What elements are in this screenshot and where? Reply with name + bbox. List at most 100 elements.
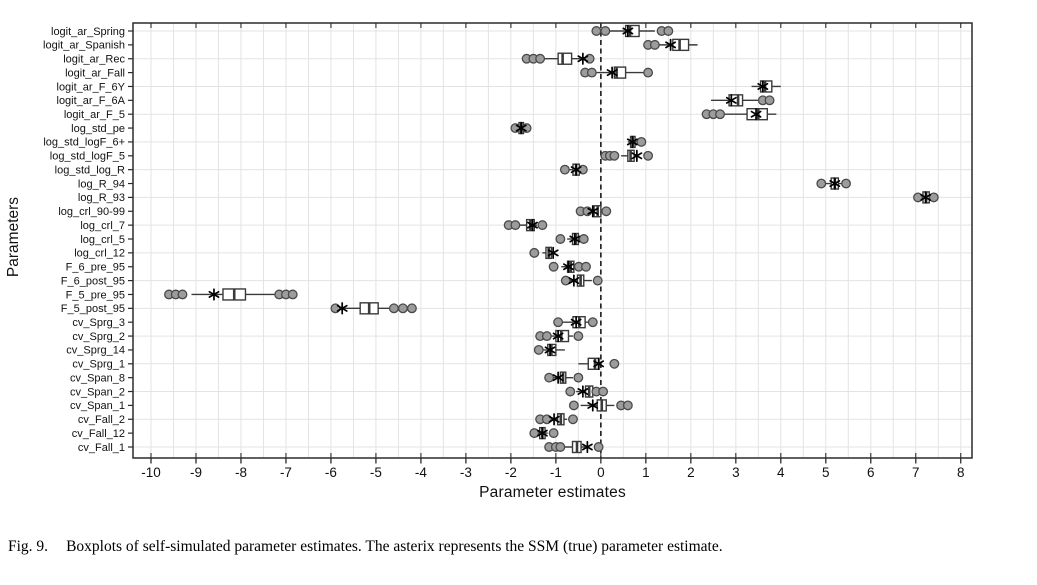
boxplot-row xyxy=(751,80,781,93)
boxplot-row xyxy=(529,246,559,260)
y-axis-label: F_6_post_95 xyxy=(61,275,125,287)
x-axis-title: Parameter estimates xyxy=(479,484,626,501)
x-tick-label: 7 xyxy=(912,465,920,480)
y-axis-label: logit_ar_Spanish xyxy=(43,40,125,52)
iqr-box xyxy=(557,52,573,65)
true-value-asterisk xyxy=(527,218,538,232)
true-value-asterisk xyxy=(829,177,841,190)
y-axis-title: Parameters xyxy=(5,196,22,278)
true-value-asterisk xyxy=(568,274,580,287)
outlier-dot xyxy=(643,67,654,78)
true-value-asterisk xyxy=(750,108,762,121)
true-value-asterisk xyxy=(577,385,589,398)
outlier-dot xyxy=(636,136,647,147)
figure-caption-text: Boxplots of self-simulated parameter est… xyxy=(66,538,723,555)
y-axis-label: log_std_logF_5 xyxy=(50,151,125,163)
true-value-asterisk xyxy=(208,288,220,301)
iqr-box xyxy=(624,24,640,38)
y-axis-label: cv_Span_8 xyxy=(70,372,125,384)
y-axis-label: F_6_pre_95 xyxy=(66,262,125,274)
y-axis-label: cv_Span_2 xyxy=(70,386,125,398)
y-axis-label: cv_Sprg_1 xyxy=(72,359,125,371)
outlier-dot xyxy=(573,331,584,342)
plot-frame xyxy=(132,22,973,459)
y-axis-label: cv_Sprg_2 xyxy=(72,331,125,343)
x-tick-label: -10 xyxy=(141,465,161,480)
true-value-asterisk xyxy=(626,135,638,149)
outlier-dot xyxy=(600,26,611,36)
y-axis-label: log_R_93 xyxy=(78,192,125,204)
outlier-dot xyxy=(913,192,923,203)
boxplot-row xyxy=(521,52,595,65)
outlier-dot xyxy=(816,178,827,189)
y-axis-label: log_crl_12 xyxy=(74,248,125,260)
y-axis-label: cv_Sprg_3 xyxy=(72,317,125,329)
outlier-dot xyxy=(541,331,552,342)
true-value-asterisk xyxy=(577,52,589,65)
outlier-dot xyxy=(510,220,521,231)
outlier-dot xyxy=(548,428,559,439)
iqr-box xyxy=(728,94,744,107)
y-axis-label: F_5_post_95 xyxy=(61,303,125,315)
x-tick-label: -8 xyxy=(235,465,247,480)
y-axis-label: log_crl_5 xyxy=(80,234,125,246)
outlier-dot xyxy=(560,275,571,286)
boxplot-row xyxy=(555,232,589,246)
x-tick-label: -3 xyxy=(460,465,472,480)
outlier-dot xyxy=(388,303,399,314)
boxplot-row xyxy=(816,177,851,190)
y-axis-label: cv_Fall_2 xyxy=(78,414,125,426)
x-tick-label: -4 xyxy=(415,465,427,480)
true-value-asterisk xyxy=(593,357,605,370)
outlier-dot xyxy=(555,234,566,244)
y-axis-label: cv_Fall_1 xyxy=(78,442,125,454)
true-value-asterisk xyxy=(547,246,559,260)
outlier-dot xyxy=(592,275,603,286)
outlier-dot xyxy=(529,428,540,439)
outlier-dot xyxy=(598,386,609,397)
outlier-dot xyxy=(397,303,408,314)
boxplot-row xyxy=(533,343,565,357)
x-tick-label: 4 xyxy=(777,465,785,480)
outlier-dot xyxy=(553,317,564,328)
y-axis-label: cv_Sprg_14 xyxy=(66,345,125,357)
boxplot-row xyxy=(510,121,532,135)
true-value-asterisk xyxy=(563,260,574,273)
true-value-asterisk xyxy=(587,205,599,218)
x-tick-label: 6 xyxy=(867,465,875,480)
outlier-dot xyxy=(578,234,589,244)
y-axis-label: cv_Fall_12 xyxy=(72,428,125,440)
true-value-asterisk xyxy=(515,121,527,135)
true-value-asterisk xyxy=(757,80,769,93)
y-axis-label: logit_ar_Spring xyxy=(51,26,125,38)
outlier-dot xyxy=(581,261,591,272)
boxplot-row xyxy=(600,149,654,163)
boxplot-row xyxy=(548,260,591,273)
outlier-dot xyxy=(559,164,570,175)
true-value-asterisk xyxy=(622,24,634,38)
outlier-dot xyxy=(663,26,674,36)
y-axis-label: log_crl_90-99 xyxy=(58,206,125,218)
boxplot-row xyxy=(535,329,584,343)
x-tick-label: 5 xyxy=(822,465,830,480)
boxplot-chart: -10 -9 -8 -7 -6 -5 -4 -3 -2 -1 0 1 2 3 4 5 6 7 8logit_ar_S… xyxy=(43,22,973,480)
true-value-asterisk xyxy=(536,426,548,440)
true-value-asterisk xyxy=(581,440,593,454)
true-value-asterisk xyxy=(570,163,582,176)
boxplot-row xyxy=(565,385,609,398)
outlier-dot xyxy=(533,344,544,355)
boxplot-row xyxy=(575,205,612,218)
outlier-dot xyxy=(529,247,540,258)
true-value-asterisk xyxy=(570,316,582,329)
true-value-asterisk xyxy=(552,371,564,384)
y-axis-label: log_std_log_R xyxy=(55,164,125,176)
boxplot-row xyxy=(913,191,939,204)
outlier-dot xyxy=(715,109,726,120)
y-axis-label: logit_ar_F_5 xyxy=(64,109,125,121)
true-value-asterisk xyxy=(587,399,599,412)
x-tick-label: -6 xyxy=(325,465,337,480)
outlier-dot xyxy=(609,150,620,161)
boxplot-row xyxy=(164,288,298,301)
boxplot-row xyxy=(544,371,584,384)
